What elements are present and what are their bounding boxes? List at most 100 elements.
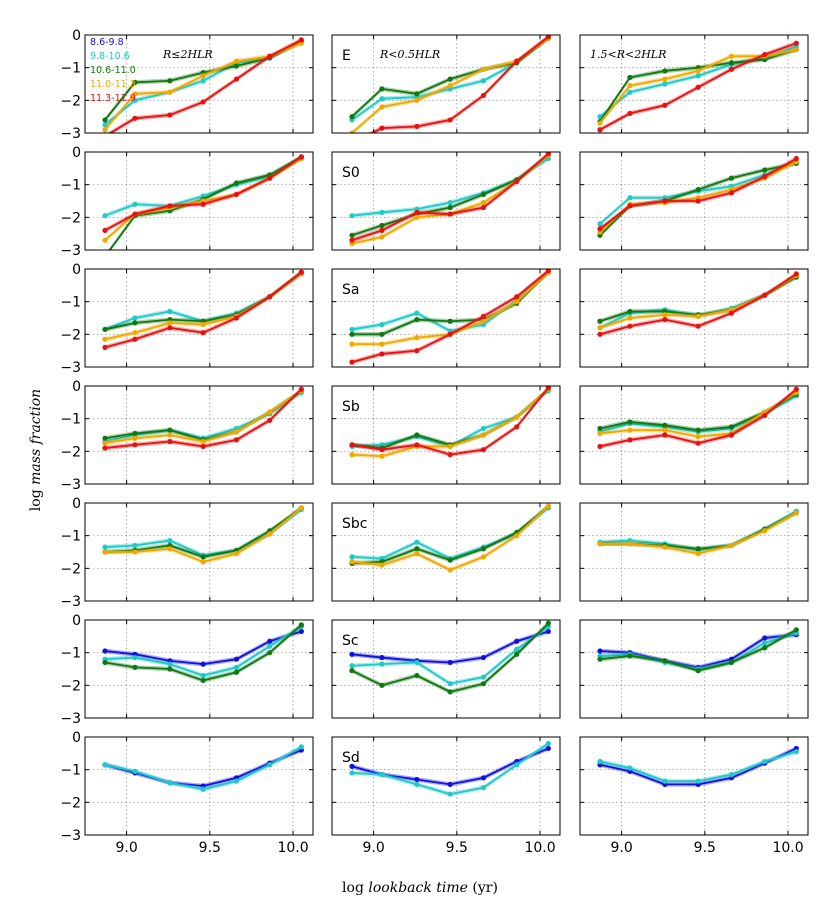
data-point — [233, 191, 240, 198]
data-point — [514, 638, 520, 644]
series-group — [102, 269, 304, 350]
data-point — [298, 269, 304, 275]
data-point — [267, 643, 273, 649]
data-point — [447, 117, 453, 123]
data-point — [447, 204, 453, 211]
data-point — [447, 76, 453, 82]
data-point — [102, 237, 108, 243]
data-point — [298, 628, 304, 635]
data-point — [349, 326, 355, 333]
data-point — [414, 310, 420, 316]
series-band — [351, 629, 549, 665]
data-point — [102, 659, 108, 666]
data-point — [379, 654, 385, 661]
series-group — [349, 503, 551, 573]
series-line — [104, 271, 302, 349]
data-point — [662, 422, 668, 428]
x-tick-label: 9.5 — [446, 840, 468, 856]
y-tick-label: −1 — [60, 529, 81, 545]
x-tick-label: 10.0 — [772, 840, 803, 856]
data-point — [132, 664, 138, 670]
morph-type-label: Sbc — [342, 516, 367, 532]
data-point — [349, 359, 355, 365]
data-point — [102, 344, 108, 350]
data-point — [414, 776, 420, 783]
data-point — [200, 786, 206, 792]
data-point — [627, 437, 633, 443]
data-point — [167, 203, 173, 209]
series-line — [104, 746, 302, 791]
data-point — [200, 201, 206, 207]
data-point — [349, 668, 355, 674]
series-line — [104, 749, 302, 787]
data-point — [627, 653, 633, 659]
data-point — [267, 294, 273, 300]
series-band — [599, 746, 797, 787]
data-point — [267, 762, 273, 768]
series-line — [351, 747, 549, 786]
legend-entry: 11.3-11.9 — [90, 93, 136, 104]
y-tick-label: 0 — [72, 262, 81, 278]
data-point — [627, 765, 633, 771]
data-point — [102, 227, 108, 233]
series-band — [104, 386, 302, 451]
data-point — [349, 237, 355, 243]
data-point — [662, 68, 668, 74]
panel-frame — [84, 268, 314, 368]
data-point — [480, 204, 487, 211]
y-tick-label: 0 — [72, 613, 81, 629]
data-point — [662, 427, 668, 433]
data-point — [545, 503, 551, 509]
data-point — [793, 510, 799, 516]
panel-sbc-3 — [579, 502, 809, 602]
series-group — [597, 271, 799, 337]
data-point — [728, 432, 735, 438]
data-point — [597, 318, 603, 324]
data-point — [514, 762, 520, 768]
panel-sd-2: 9.0 9.5 10.0 Sd — [331, 736, 561, 856]
data-point — [762, 528, 768, 534]
y-tick-label: −1 — [60, 61, 81, 77]
panel-frame — [331, 34, 561, 134]
panel-frame — [331, 736, 561, 836]
data-point — [662, 312, 668, 318]
x-tick-label: 9.0 — [362, 840, 384, 856]
series-band — [104, 39, 302, 123]
data-point — [167, 666, 173, 672]
data-point — [793, 749, 799, 755]
data-point — [267, 175, 273, 181]
data-point — [414, 348, 420, 354]
data-point — [695, 198, 701, 204]
data-point — [298, 622, 304, 628]
data-point — [545, 152, 551, 157]
data-point — [514, 424, 520, 430]
data-point — [414, 432, 420, 438]
data-point — [480, 775, 487, 781]
data-point — [695, 186, 701, 193]
data-point — [414, 317, 420, 323]
radial-range-label: R≤2HLR — [162, 48, 213, 61]
data-point — [597, 331, 603, 337]
data-point — [379, 209, 385, 216]
x-tick-label: 9.5 — [694, 840, 716, 856]
data-point — [480, 654, 487, 661]
data-point — [233, 429, 240, 435]
panel-frame — [579, 34, 809, 134]
data-point — [597, 656, 603, 662]
data-point — [728, 310, 735, 316]
data-point — [379, 86, 385, 92]
data-point — [233, 551, 240, 557]
data-point — [102, 336, 108, 342]
data-point — [102, 254, 107, 259]
y-tick-label: −3 — [60, 360, 81, 376]
data-point — [597, 120, 603, 126]
data-point — [167, 78, 173, 84]
panel-sd-3: 9.0 9.5 10.0 — [579, 736, 809, 856]
panel-s0-3 — [579, 151, 809, 251]
panel-frame — [84, 736, 314, 836]
series-line — [351, 269, 549, 363]
data-point — [695, 313, 701, 319]
series-group — [597, 386, 799, 450]
data-point — [379, 321, 385, 328]
data-point — [514, 58, 520, 64]
